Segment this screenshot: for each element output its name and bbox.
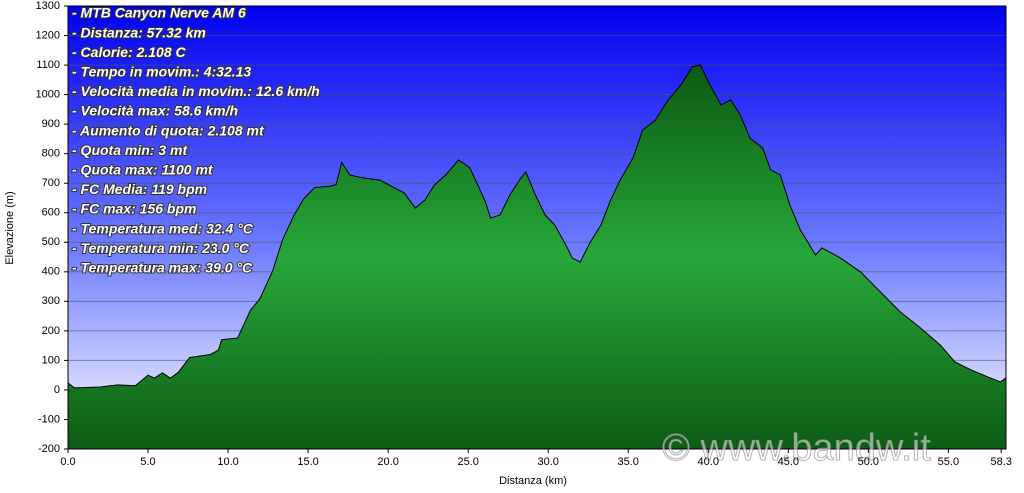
x-tick-label: 45.0 [778,456,799,468]
x-tick-label: 40.0 [698,456,719,468]
x-tick-label: 10.0 [217,456,238,468]
y-tick-label: 0 [54,384,60,396]
y-tick-label: 400 [42,266,60,278]
y-tick-label: 1100 [36,59,60,71]
y-tick-label: 800 [42,148,60,160]
stat-line: - Calorie: 2.108 C [72,44,186,60]
x-tick-label: 15.0 [297,456,318,468]
y-axis-label: Elevazione (m) [4,191,16,264]
x-tick-label: 5.0 [140,456,155,468]
y-tick-label: 200 [42,325,60,337]
y-tick-label: 1000 [36,89,60,101]
x-tick-label: 35.0 [618,456,639,468]
stat-line: - Temperatura med: 32.4 °C [72,220,254,236]
elevation-area [67,64,1007,450]
x-axis-label: Distanza (km) [499,475,567,487]
y-tick-label: 500 [42,236,60,248]
y-tick-label: 700 [42,177,60,189]
y-tick-label: 1300 [36,0,60,12]
y-tick-label: -200 [38,443,60,455]
x-tick-label: 20.0 [377,456,398,468]
x-tick-label: 0.0 [60,456,75,468]
stat-line: - Quota min: 3 mt [72,142,188,158]
stat-line: - Velocità media in movim.: 12.6 km/h [72,83,320,99]
x-tick-label: 50.0 [858,456,879,468]
stat-line: - Distanza: 57.32 km [72,24,206,40]
y-tick-label: -100 [38,413,60,425]
stat-line: - Temperatura max: 39.0 °C [72,260,253,276]
x-tick-label: 58.3 [990,456,1011,468]
y-tick-label: 100 [42,354,60,366]
stat-line: - Temperatura min: 23.0 °C [72,240,250,256]
stat-line: - Aumento di quota: 2.108 mt [72,122,265,138]
stat-line: - Tempo in movim.: 4:32.13 [72,64,251,80]
plot-frame [67,5,1007,450]
y-tick-label: 1200 [36,29,60,41]
stat-line: - Quota max: 1100 mt [72,162,214,178]
y-tick-label: 600 [42,207,60,219]
stat-line: - FC max: 156 bpm [72,201,196,217]
watermark: © www.bandw.it [662,427,931,469]
stat-line: - FC Media: 119 bpm [72,181,207,197]
x-tick-label: 25.0 [457,456,478,468]
x-tick-label: 30.0 [537,456,558,468]
y-tick-label: 900 [42,118,60,130]
stat-line: - MTB Canyon Nerve AM 6 [72,5,246,21]
y-tick-label: 300 [42,295,60,307]
stat-line: - Velocità max: 58.6 km/h [72,103,238,119]
x-tick-label: 55.0 [938,456,959,468]
